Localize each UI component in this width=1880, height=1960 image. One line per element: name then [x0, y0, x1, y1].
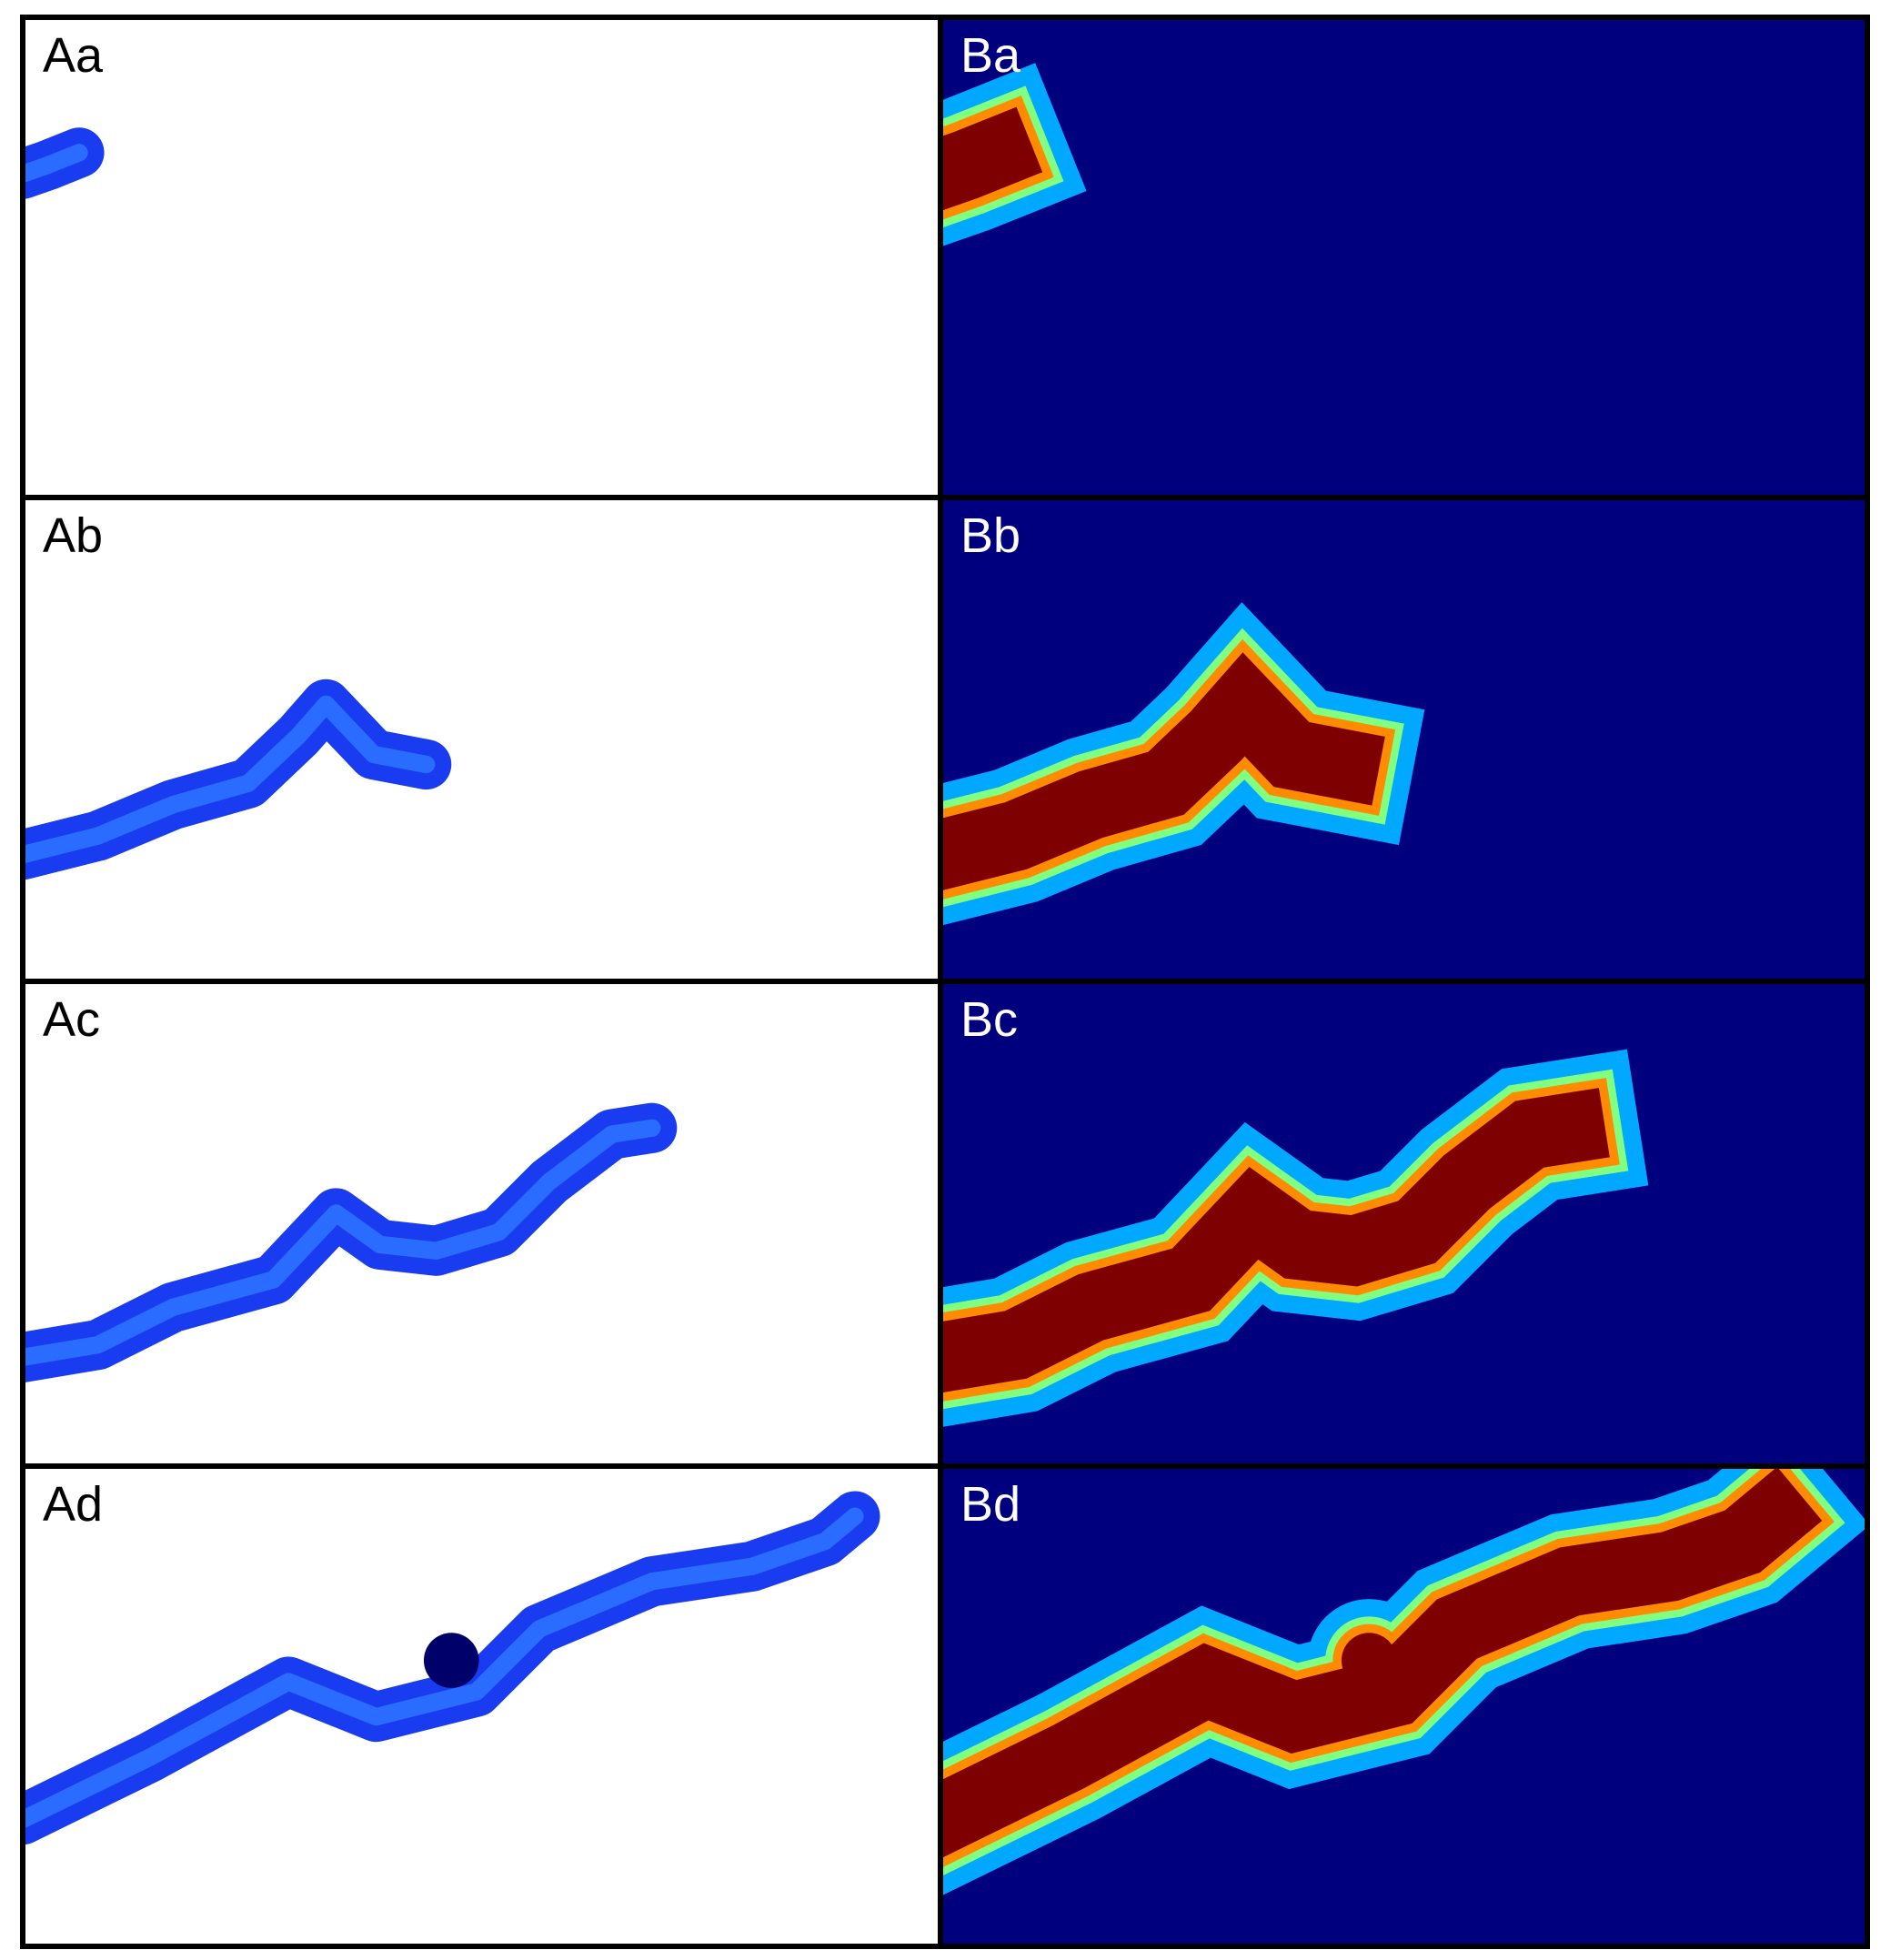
panel-content — [940, 498, 1867, 981]
plume-bulb — [1341, 1633, 1397, 1688]
panel-background — [23, 498, 940, 981]
panel-content — [940, 1466, 1867, 1946]
panel-background — [23, 17, 940, 498]
panel-label: Ad — [43, 1477, 103, 1532]
panel-content — [940, 17, 1867, 498]
panel-content — [23, 17, 940, 498]
panel: Bd — [940, 1466, 1867, 1946]
plume — [940, 106, 1043, 212]
panel-content — [23, 1466, 940, 1946]
panel: Bc — [940, 981, 1867, 1466]
panel-label: Ac — [43, 992, 100, 1047]
panel-label: Ab — [43, 508, 103, 563]
plume-bulb — [423, 1633, 479, 1688]
panel-label: Ba — [960, 28, 1021, 83]
panel: Ac — [23, 981, 940, 1466]
panel-content — [23, 498, 940, 981]
panel-label: Bb — [960, 508, 1020, 563]
panel-content — [23, 981, 940, 1466]
panel: Ba — [940, 17, 1867, 498]
panel-label: Bd — [960, 1477, 1020, 1532]
plume — [940, 1466, 1823, 1859]
plume — [23, 1507, 864, 1829]
plume — [23, 1119, 661, 1367]
panel-label: Aa — [43, 28, 104, 83]
panel-label: Bc — [960, 992, 1018, 1047]
panel-background — [940, 17, 1867, 498]
plume — [23, 695, 436, 864]
panel: Ab — [23, 498, 940, 981]
plume — [23, 144, 88, 183]
panel-content — [940, 981, 1867, 1466]
panel: Ad — [23, 1466, 940, 1946]
panel: Aa — [23, 17, 940, 498]
plume — [940, 1088, 1610, 1393]
plume — [940, 652, 1385, 891]
panel: Bb — [940, 498, 1867, 981]
